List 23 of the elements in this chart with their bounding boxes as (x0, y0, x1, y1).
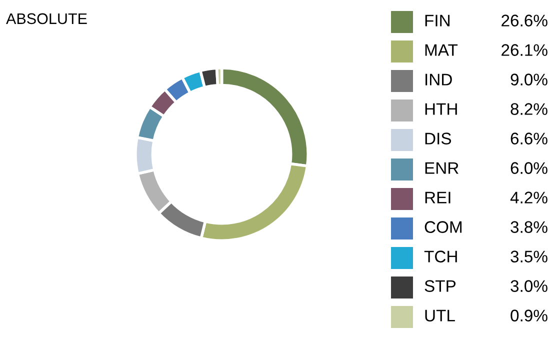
data-label: 3.8% (510, 221, 548, 233)
legend-label: ENR (425, 162, 458, 174)
data-label: 3.5% (510, 250, 548, 262)
data-label: 0.9% (510, 310, 548, 322)
data-label: 8.2% (510, 103, 548, 115)
data-label: 9.0% (510, 74, 548, 86)
legend-label: TCH (424, 250, 457, 262)
data-label: 4.2% (510, 192, 548, 204)
data-label: 6.6% (510, 132, 548, 144)
legend-label: STP (424, 280, 456, 292)
legend-label: REI (425, 192, 450, 204)
legend-label: IND (426, 74, 452, 86)
data-label: 3.0% (510, 280, 548, 292)
legend-label: MAT (425, 44, 458, 56)
legend-label: UTL (425, 310, 455, 322)
legend-label: FIN (425, 14, 450, 26)
data-label: 26.1% (502, 44, 548, 56)
legend-label: DIS (425, 132, 452, 144)
chart-title: ABSOLUTE (6, 13, 87, 24)
legend-label: COM (424, 221, 462, 233)
data-label: 26.6% (502, 14, 548, 26)
data-label: 6.0% (510, 162, 548, 174)
legend-label: HTH (425, 103, 457, 115)
